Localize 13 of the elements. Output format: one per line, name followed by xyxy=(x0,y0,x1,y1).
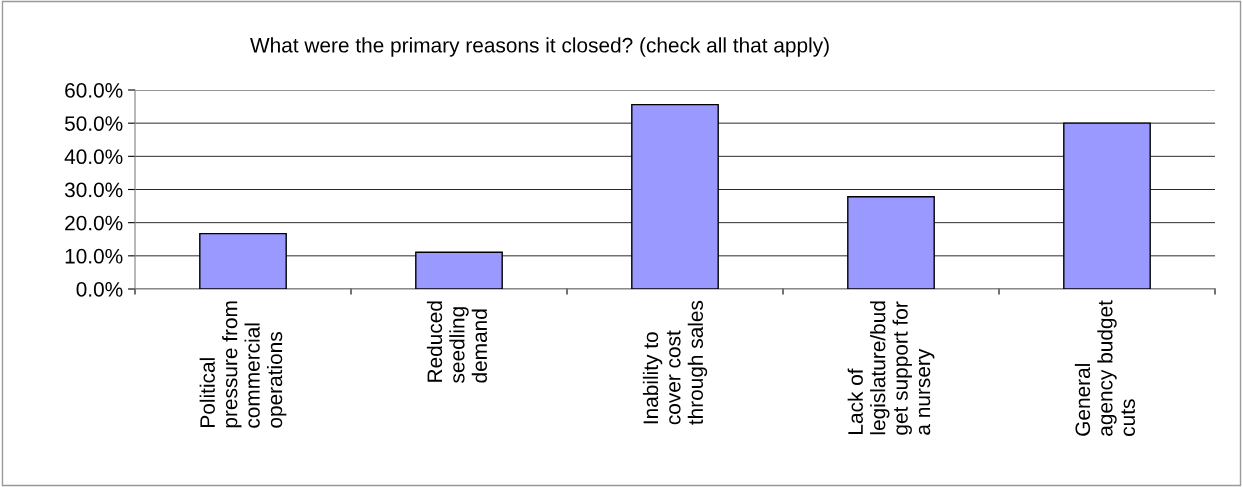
x-tick-label: Reduced seedling demand xyxy=(426,301,488,383)
x-tick-label: Inability to cover cost through sales xyxy=(642,300,708,425)
y-tick-label: 60.0% xyxy=(65,83,123,98)
x-tick-label: Political pressure from commercial operations xyxy=(199,301,287,428)
chart-title: What were the primary reasons it closed? (check all that apply) xyxy=(250,37,829,57)
x-tick-label: Lack of legislature/bud get support for a nursery xyxy=(847,301,935,435)
y-tick-label: 10.0% xyxy=(65,248,123,264)
y-tick-label: 20.0% xyxy=(65,215,123,231)
y-tick-label: 30.0% xyxy=(64,182,123,198)
y-tick-label: 0.0% xyxy=(76,282,123,297)
y-tick-label: 50.0% xyxy=(64,116,123,131)
y-tick-label: 40.0% xyxy=(64,149,123,165)
x-tick-label: General agency budget cuts xyxy=(1074,300,1136,436)
